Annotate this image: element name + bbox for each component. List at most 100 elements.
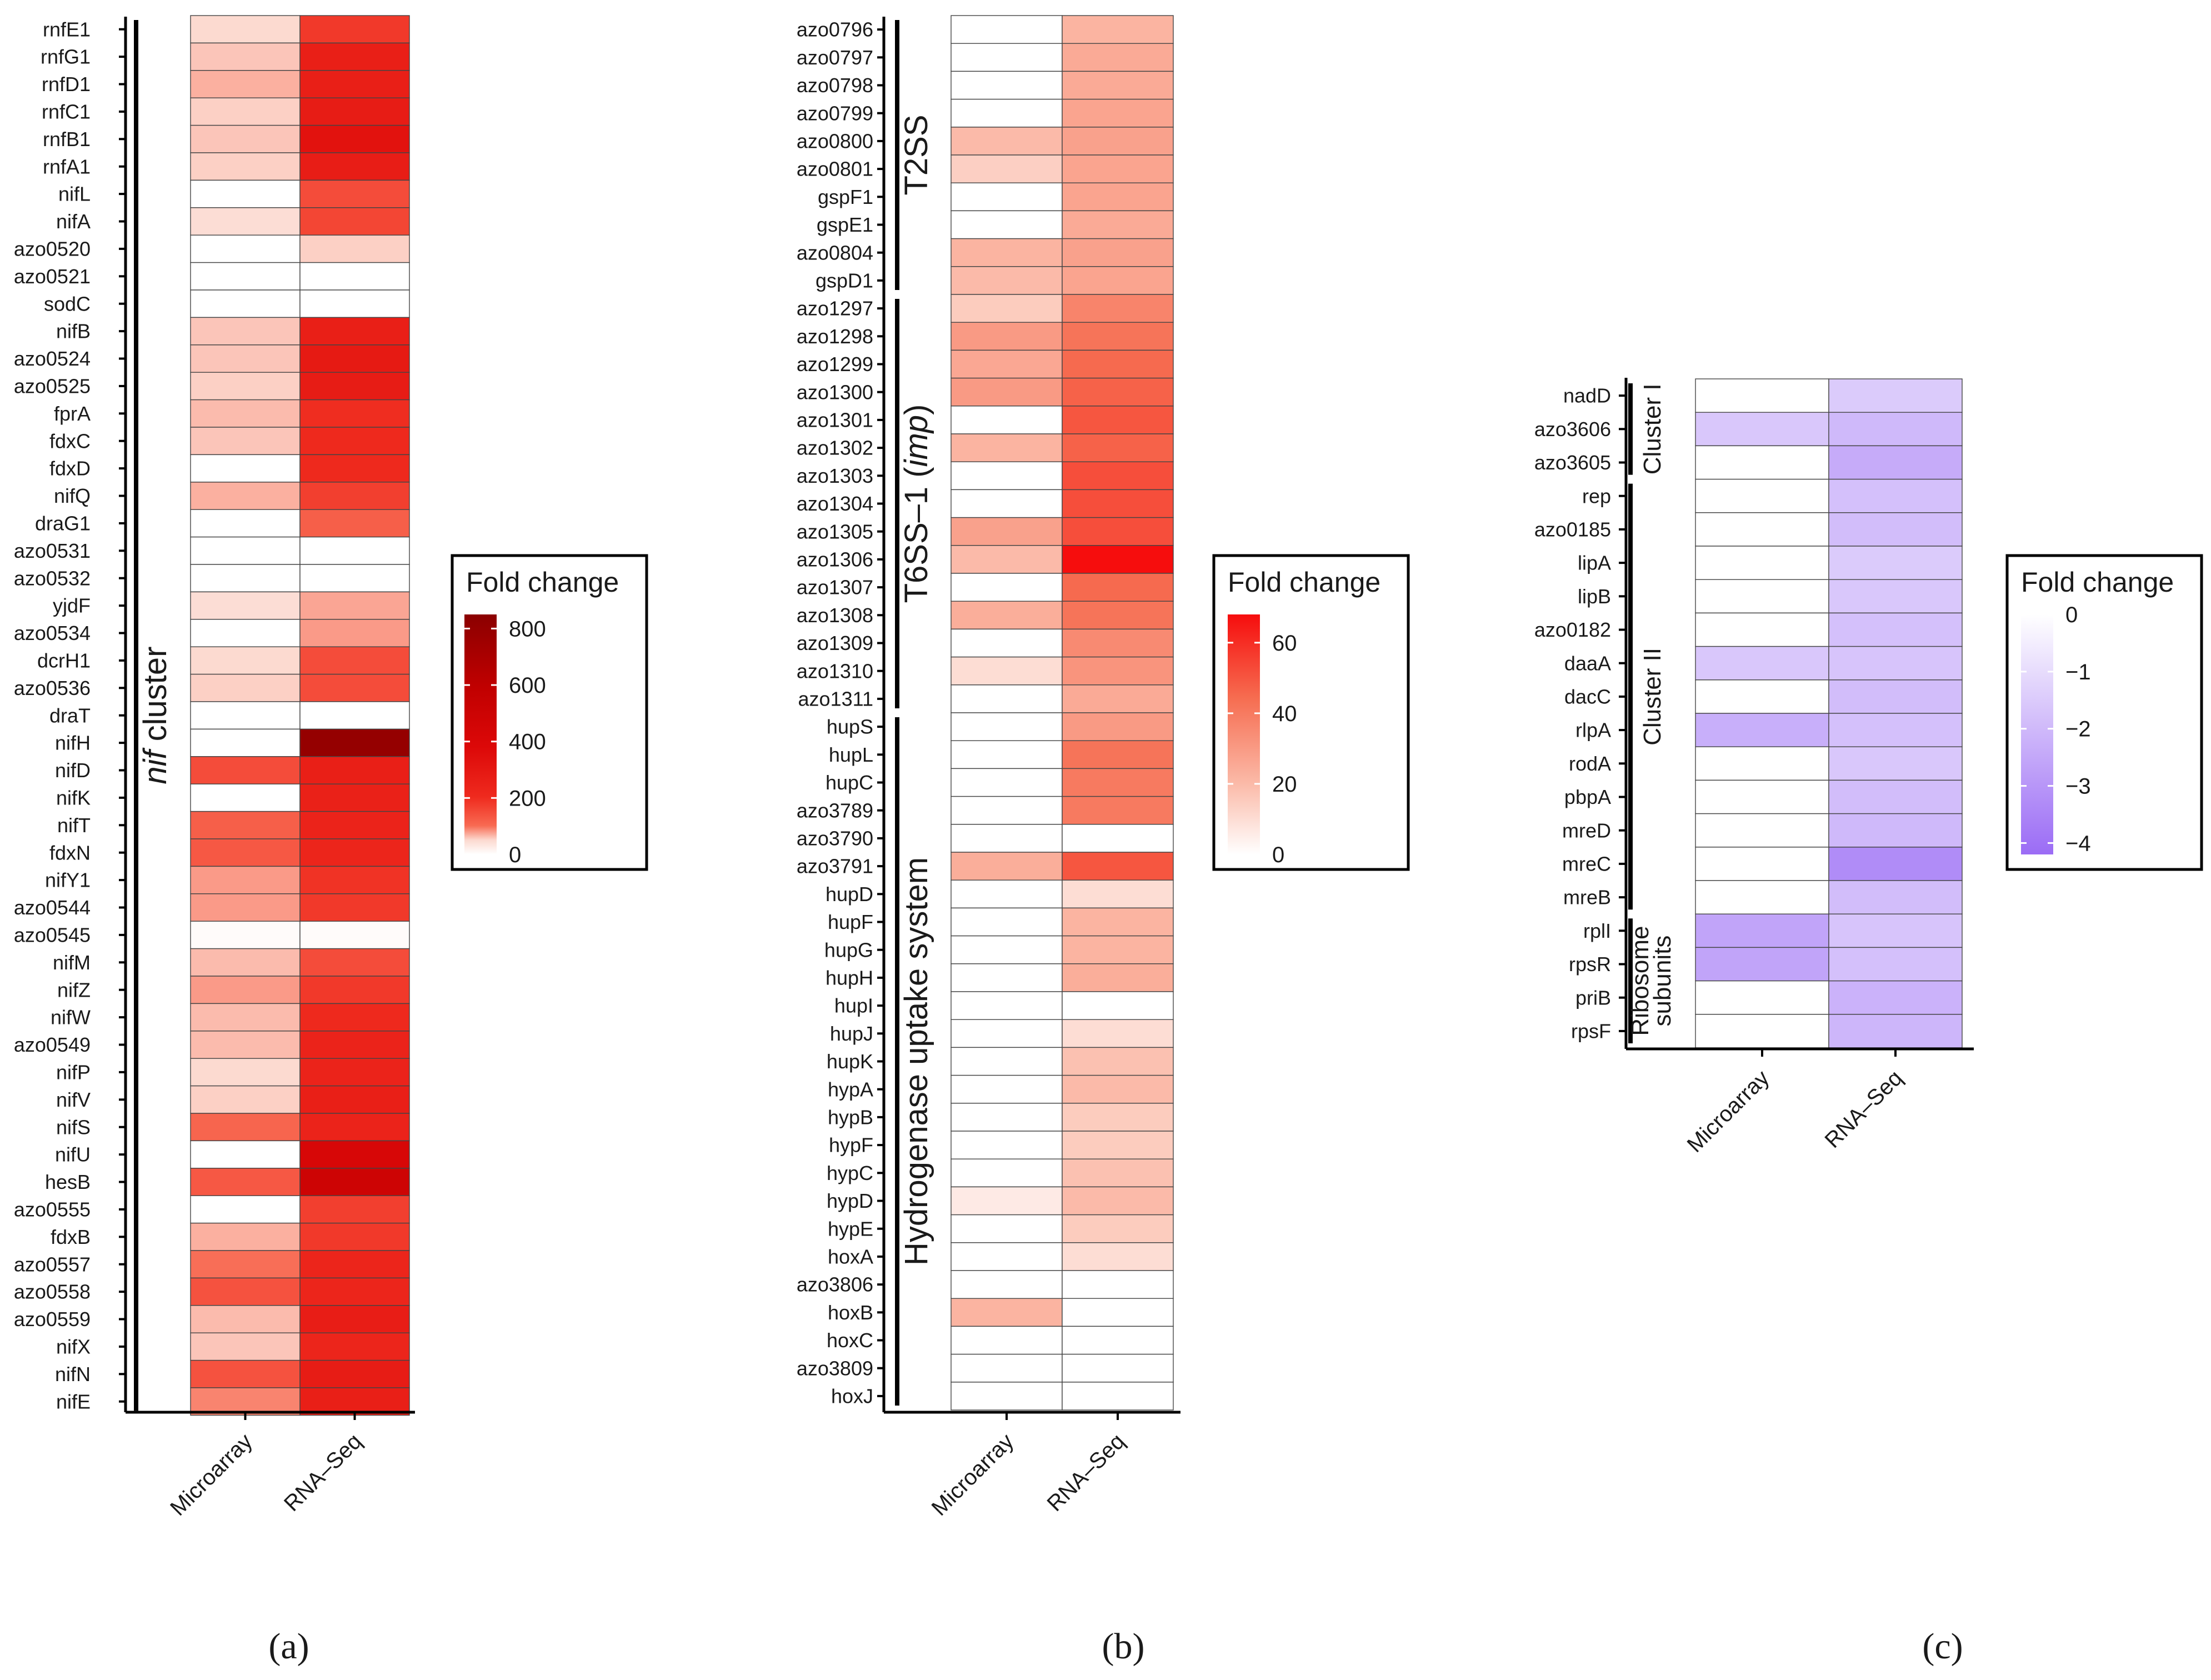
heatmap-cell bbox=[1062, 879, 1174, 909]
group-label: Hydrogenase uptake system bbox=[898, 857, 934, 1266]
gene-label: azo0549 bbox=[14, 1033, 91, 1056]
heatmap-cell bbox=[190, 344, 301, 373]
gene-label: hupL bbox=[829, 743, 873, 766]
heatmap-cell bbox=[1695, 646, 1829, 681]
heatmap-cell bbox=[190, 1058, 301, 1087]
gene-label: azo1300 bbox=[797, 381, 873, 403]
gene-label: azo1302 bbox=[797, 437, 873, 459]
colorbar-tick-label: 0 bbox=[1272, 843, 1284, 867]
legend-title: Fold change bbox=[1228, 567, 1380, 598]
heatmap-cell bbox=[299, 42, 410, 71]
heatmap-cell bbox=[951, 545, 1063, 574]
heatmap-cell bbox=[299, 399, 410, 428]
gene-label: azo0525 bbox=[14, 375, 91, 398]
gene-label: azo3790 bbox=[797, 827, 873, 850]
gene-label: azo1305 bbox=[797, 520, 873, 543]
colorbar-tick-label: 800 bbox=[509, 617, 546, 641]
heatmap-cell bbox=[299, 1003, 410, 1032]
heatmap-cell bbox=[190, 673, 301, 702]
gene-label: fdxN bbox=[49, 841, 91, 864]
heatmap-cell bbox=[190, 783, 301, 812]
heatmap-a-gene-labels: rnfE1 rnfG1 rnfD1 rnfC1 rnfB1 rnfA1 nifL nifA az… bbox=[14, 18, 91, 1413]
heatmap-cell bbox=[1695, 947, 1829, 982]
heatmap-cell bbox=[1695, 1014, 1829, 1048]
heatmap-cell bbox=[299, 1031, 410, 1059]
heatmap-cell bbox=[1062, 1242, 1174, 1271]
gene-label: azo3606 bbox=[1534, 418, 1611, 441]
heatmap-cell bbox=[951, 349, 1063, 379]
heatmap-cell bbox=[951, 824, 1063, 853]
heatmap-cell bbox=[951, 15, 1063, 44]
gene-label: rnfD1 bbox=[42, 73, 91, 96]
heatmap-b-gene-labels: azo0796 azo0797 azo0798 azo0799 azo0800 azo08… bbox=[797, 18, 873, 1408]
heatmap-cell bbox=[1062, 266, 1174, 295]
heatmap-cell bbox=[299, 1250, 410, 1279]
heatmap-cell bbox=[299, 1387, 410, 1416]
heatmap-cell bbox=[1828, 913, 1963, 948]
heatmap-cell bbox=[1062, 1019, 1174, 1048]
heatmap-cell bbox=[190, 372, 301, 401]
gene-label: hypB bbox=[828, 1106, 873, 1129]
gene-label: rplI bbox=[1583, 919, 1611, 942]
heatmap-cell bbox=[190, 399, 301, 428]
gene-label: draT bbox=[49, 704, 91, 727]
heatmap-cell bbox=[951, 238, 1063, 267]
heatmap-cell bbox=[951, 210, 1063, 239]
heatmap-cell bbox=[1062, 1131, 1174, 1159]
heatmap-cell bbox=[1062, 628, 1174, 658]
heatmap-cell bbox=[190, 427, 301, 456]
heatmap-cell bbox=[1062, 98, 1174, 128]
gene-label: mreD bbox=[1562, 819, 1611, 842]
gene-label: fprA bbox=[54, 402, 91, 425]
heatmap-cell bbox=[190, 1003, 301, 1032]
colorbar-tick-label: −3 bbox=[2065, 774, 2091, 799]
heatmap-cell bbox=[1828, 1014, 1963, 1048]
heatmap-cell bbox=[1062, 406, 1174, 434]
gene-label: hupG bbox=[824, 938, 873, 961]
gene-label: azo3789 bbox=[797, 799, 873, 822]
gene-label: azo1306 bbox=[797, 548, 873, 571]
panel-label-a: (a) bbox=[268, 1626, 309, 1667]
heatmap-cell bbox=[299, 1359, 410, 1388]
gene-label: hoxA bbox=[828, 1246, 873, 1268]
gene-label: sodC bbox=[44, 292, 91, 315]
heatmap-cell bbox=[299, 482, 410, 510]
gene-label: azo1307 bbox=[797, 576, 873, 599]
heatmap-cell bbox=[299, 756, 410, 784]
heatmap-cell bbox=[190, 1277, 301, 1306]
gene-label: dcrH1 bbox=[37, 649, 91, 672]
gene-label: nifZ bbox=[57, 978, 91, 1001]
heatmap-cell bbox=[299, 509, 410, 538]
heatmap-c-column-labels: Microarray RNA–Seq bbox=[1683, 1049, 1907, 1157]
colorbar-tick-label: 20 bbox=[1272, 772, 1297, 797]
heatmap-cell bbox=[1062, 1382, 1174, 1411]
heatmap-cell bbox=[951, 601, 1063, 630]
gene-label: azo1297 bbox=[797, 297, 873, 320]
gene-label: hesB bbox=[45, 1171, 91, 1193]
gene-label: azo1304 bbox=[797, 492, 873, 515]
gene-label: azo1299 bbox=[797, 353, 873, 376]
heatmap-cell bbox=[1828, 779, 1963, 814]
gene-label: priB bbox=[1575, 986, 1611, 1009]
heatmap-cell bbox=[951, 573, 1063, 602]
gene-label: nifN bbox=[55, 1363, 91, 1386]
heatmap-cell bbox=[190, 42, 301, 71]
heatmap-cell bbox=[951, 963, 1063, 992]
group-label: T2SS bbox=[898, 114, 934, 195]
heatmap-cell bbox=[1828, 746, 1963, 781]
heatmap-cell bbox=[190, 482, 301, 510]
gene-label: gspF1 bbox=[818, 186, 873, 208]
heatmap-cell bbox=[299, 207, 410, 236]
heatmap-cell bbox=[190, 893, 301, 922]
heatmap-cell bbox=[299, 289, 410, 318]
heatmap-cell bbox=[190, 838, 301, 867]
heatmap-cell bbox=[1062, 963, 1174, 992]
legend-title: Fold change bbox=[2021, 567, 2174, 598]
heatmap-cell bbox=[951, 1214, 1063, 1243]
heatmap-cell bbox=[951, 1186, 1063, 1216]
gene-label: azo0800 bbox=[797, 130, 873, 153]
gene-label: azo0185 bbox=[1534, 518, 1611, 541]
heatmap-cell bbox=[1062, 740, 1174, 769]
gene-label: azo1298 bbox=[797, 325, 873, 348]
gene-label: hupS bbox=[827, 716, 873, 738]
